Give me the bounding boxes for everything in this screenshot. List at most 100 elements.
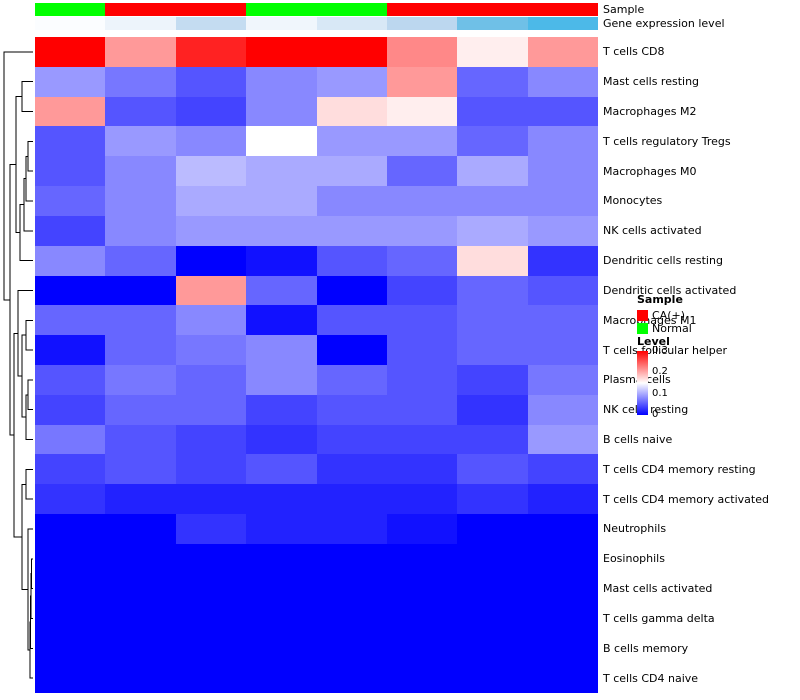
heatmap-row-label: Mast cells resting [603, 75, 700, 89]
heatmap-cell [246, 275, 317, 306]
heatmap-cell [316, 126, 387, 157]
heatmap-cell [386, 275, 458, 306]
heatmap-cell [35, 215, 106, 246]
level-legend-title: Level [637, 335, 670, 348]
expression-annotation-cell [527, 17, 598, 30]
heatmap-cell [246, 245, 317, 276]
expression-annotation-cell [105, 17, 176, 30]
heatmap-cell [35, 454, 106, 485]
heatmap-cell [35, 245, 106, 276]
heatmap-cell [316, 543, 387, 574]
sample-annotation-cell [527, 3, 598, 16]
heatmap-row-label: Plasma cells [603, 373, 671, 387]
heatmap-cell [246, 484, 317, 515]
heatmap-cell [457, 215, 528, 246]
heatmap-row-label: T cells regulatory Tregs [603, 134, 731, 148]
heatmap-cell [316, 37, 387, 67]
heatmap-cell [105, 275, 176, 306]
heatmap-cell [386, 335, 458, 365]
heatmap-cell [35, 186, 106, 216]
heatmap-cell [527, 186, 598, 216]
heatmap-cell [527, 633, 598, 664]
heatmap-cell [175, 245, 247, 276]
heatmap-cell [457, 454, 528, 485]
legend-entry-label: CA(+) [652, 309, 686, 322]
heatmap-cell [105, 543, 176, 574]
heatmap-cell [316, 633, 387, 664]
heatmap-cell [105, 573, 176, 604]
heatmap-cell [246, 156, 317, 187]
heatmap-cell [457, 663, 528, 693]
heatmap-row-label: T cells CD4 memory activated [603, 492, 769, 506]
heatmap-cell [105, 186, 176, 216]
heatmap-row-label: Neutrophils [603, 522, 667, 536]
heatmap-cell [35, 514, 106, 544]
heatmap-cell [35, 424, 106, 455]
heatmap-row-label: Dendritic cells activated [603, 283, 737, 297]
heatmap-cell [316, 305, 387, 336]
heatmap-cell [35, 365, 106, 395]
heatmap-row-label: Macrophages M1 [603, 313, 697, 327]
heatmap-cell [105, 305, 176, 336]
expression-annotation-cell [457, 17, 528, 30]
heatmap-cell [457, 335, 528, 365]
heatmap-cell [527, 424, 598, 455]
heatmap-cell [35, 663, 106, 693]
heatmap-cell [527, 543, 598, 574]
heatmap-cell [175, 573, 247, 604]
heatmap-cell [316, 186, 387, 216]
heatmap-cell [457, 245, 528, 276]
heatmap-cell [527, 454, 598, 485]
heatmap-cell [527, 215, 598, 246]
heatmap-cell [527, 573, 598, 604]
heatmap-cell [457, 633, 528, 664]
heatmap-cell [246, 96, 317, 127]
sample-annotation-cell [316, 3, 387, 16]
heatmap-cell [246, 424, 317, 455]
row-dendrogram [3, 51, 33, 679]
heatmap-row-label: Eosinophils [603, 552, 665, 566]
heatmap-cell [175, 156, 247, 187]
legend-color-swatch [637, 323, 648, 334]
heatmap-cell [457, 275, 528, 306]
heatmap-row-label: Macrophages M2 [603, 105, 697, 119]
heatmap-cell [386, 454, 458, 485]
heatmap-cell [457, 484, 528, 515]
heatmap-row-label: T cells follicular helper [603, 343, 728, 357]
expression-annotation-cell [316, 17, 387, 30]
heatmap-cell [175, 305, 247, 336]
sample-annotation-cell [457, 3, 528, 16]
heatmap-cell [105, 335, 176, 365]
heatmap-cell [35, 66, 106, 97]
heatmap-cell [35, 96, 106, 127]
heatmap-cell [457, 543, 528, 574]
heatmap-cell [386, 365, 458, 395]
heatmap-cell [35, 156, 106, 187]
heatmap-cell [175, 37, 247, 67]
heatmap-cell [457, 66, 528, 97]
heatmap-row-label: Mast cells activated [603, 582, 713, 596]
heatmap-cell [35, 275, 106, 306]
heatmap-cell [386, 663, 458, 693]
sample-legend-entry: Normal [637, 322, 692, 335]
sample-annotation-cell [386, 3, 458, 16]
heatmap-cell [105, 633, 176, 664]
heatmap-cell [35, 633, 106, 664]
heatmap-cell [175, 126, 247, 157]
sample-legend-entry: CA(+) [637, 309, 692, 322]
level-tick-label: 0 [652, 409, 659, 420]
heatmap-cell [246, 126, 317, 157]
level-colorbar-wrap: 0.3 0.2 0.1 0 [637, 346, 697, 420]
heatmap-cell [175, 275, 247, 306]
heatmap-cell [457, 37, 528, 67]
heatmap-cell [386, 633, 458, 664]
sample-annotation-cell [246, 3, 317, 16]
heatmap-cell [105, 663, 176, 693]
heatmap-cell [246, 365, 317, 395]
dendrogram-lines [3, 51, 33, 679]
heatmap-cell [246, 394, 317, 425]
heatmap-row-label: Macrophages M0 [603, 164, 697, 178]
heatmap-cell [457, 394, 528, 425]
heatmap-row-label: Monocytes [603, 194, 663, 208]
heatmap-cell [105, 66, 176, 97]
